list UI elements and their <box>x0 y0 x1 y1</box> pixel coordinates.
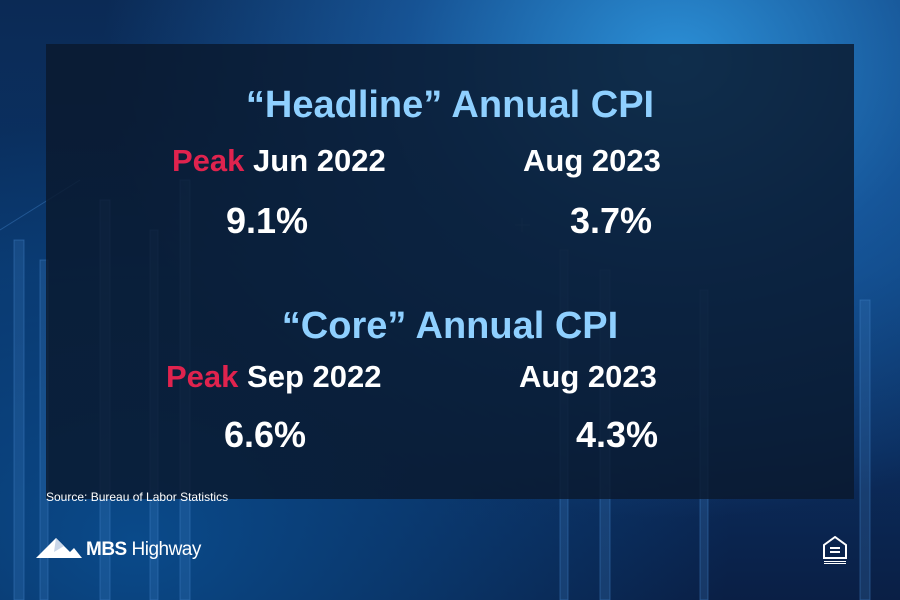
headline-latest-value: 3.7% <box>570 200 653 241</box>
equal-housing-icon <box>823 535 847 566</box>
headline-cpi-title: “Headline” Annual CPI <box>245 84 655 126</box>
brand-logo: MBS Highway <box>36 536 201 563</box>
headline-latest-date: Aug 2023 <box>523 143 661 178</box>
core-cpi-title: “Core” Annual CPI <box>281 305 619 347</box>
headline-peak-label: Peak Jun 2022 <box>172 143 386 179</box>
core-peak-label: Peak Sep 2022 <box>166 359 381 395</box>
headline-peak-value: 9.1% <box>226 200 309 241</box>
mountain-logo-icon <box>36 536 82 563</box>
core-latest-date: Aug 2023 <box>519 359 657 394</box>
core-peak-date: Sep 2022 <box>247 359 382 394</box>
peak-word: Peak <box>166 359 239 394</box>
info-panel: “Headline” Annual CPI Peak Jun 2022 Aug … <box>46 44 854 499</box>
brand-name: MBS Highway <box>86 538 201 560</box>
headline-peak-date: Jun 2022 <box>253 143 386 178</box>
source-note: Source: Bureau of Labor Statistics <box>46 490 229 504</box>
core-latest-value: 4.3% <box>576 414 659 455</box>
core-peak-value: 6.6% <box>224 414 307 455</box>
peak-word: Peak <box>172 143 245 178</box>
